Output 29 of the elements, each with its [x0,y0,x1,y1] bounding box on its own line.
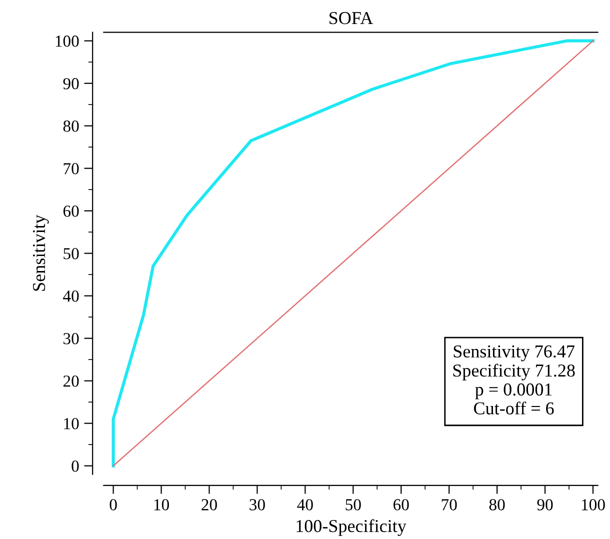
y-tick-label: 90 [63,78,79,90]
y-tick-label: 70 [64,163,79,174]
y-tick-label: 10 [64,418,79,430]
annotation: p = 0.0001 [475,383,552,400]
x-tick-label: 70 [442,499,457,510]
y-tick-label: 100 [56,36,79,47]
x-tick-label: 20 [202,499,217,510]
x-tick-label: 100 [582,499,605,510]
x-tick-label: 80 [489,499,505,510]
y-tick-label: 50 [64,248,79,260]
x-tick-label: 0 [110,499,117,510]
chart-title: SOFA [330,12,374,24]
y-tick-label: 20 [63,376,79,387]
annotation: Cut-off = 6 [474,402,554,414]
x-tick-label: 10 [154,499,169,510]
y-tick-label: 0 [72,460,79,472]
x-axis-title: 100-Specificity [296,519,406,536]
x-tick-label: 50 [346,499,361,510]
y-tick-label: 80 [63,120,79,132]
y-tick-label: 60 [63,206,79,217]
x-tick-label: 60 [394,499,409,510]
x-tick-label: 90 [537,499,553,510]
y-tick-label: 30 [64,333,79,344]
annotation: Specificity 71.28 [453,364,575,380]
x-tick-label: 40 [297,499,313,510]
y-axis-title: Sensitivity [32,214,49,291]
y-tick-label: 40 [63,290,79,302]
annotation: Sensitivity 76.47 [454,345,574,362]
x-tick-label: 30 [250,499,265,510]
